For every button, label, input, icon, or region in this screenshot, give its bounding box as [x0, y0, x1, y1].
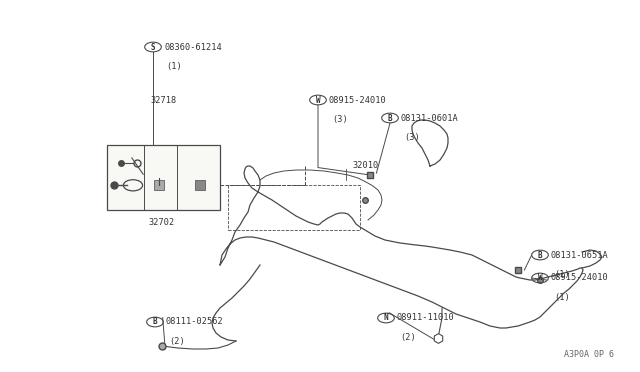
- Text: (1): (1): [166, 62, 182, 71]
- Text: B: B: [153, 317, 157, 327]
- Text: 08915-24010: 08915-24010: [329, 96, 387, 105]
- Text: (1): (1): [554, 270, 570, 279]
- Text: (2): (2): [400, 333, 416, 342]
- Text: S: S: [150, 42, 156, 51]
- Text: 08911-11010: 08911-11010: [397, 314, 454, 323]
- Text: (2): (2): [169, 337, 185, 346]
- Text: N: N: [384, 314, 388, 323]
- Text: (1): (1): [554, 293, 570, 302]
- Text: (3): (3): [332, 115, 348, 124]
- Text: A3P0A 0P 6: A3P0A 0P 6: [564, 350, 614, 359]
- Text: 32010: 32010: [352, 160, 378, 170]
- Bar: [228, 185, 360, 230]
- Text: 08131-0651A: 08131-0651A: [551, 250, 609, 260]
- Text: 08111-02562: 08111-02562: [166, 317, 223, 327]
- Text: 32702: 32702: [148, 218, 174, 227]
- Text: B: B: [538, 250, 542, 260]
- Text: W: W: [316, 96, 320, 105]
- Text: 08915-24010: 08915-24010: [551, 273, 609, 282]
- Bar: [107, 145, 220, 210]
- Text: B: B: [388, 113, 392, 122]
- Text: W: W: [538, 273, 542, 282]
- Text: 08131-0601A: 08131-0601A: [401, 113, 459, 122]
- Text: (3): (3): [404, 133, 420, 142]
- Text: 32718: 32718: [150, 96, 176, 105]
- Text: 08360-61214: 08360-61214: [164, 42, 222, 51]
